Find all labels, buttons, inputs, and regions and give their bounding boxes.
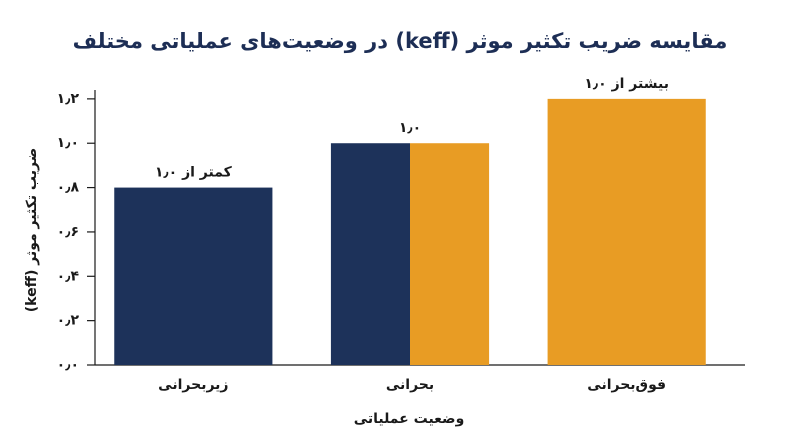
bar-annotation: ۱٫۰ (399, 120, 421, 136)
bar (410, 143, 490, 365)
y-tick-label: ۰٫۲ (57, 313, 80, 329)
y-tick-label: ۰٫۴ (57, 268, 80, 284)
x-tick-label: فوق‌بحرانی (587, 377, 666, 393)
y-tick-label: ۰٫۰ (57, 357, 79, 373)
bar-annotation: بیشتر از ۱٫۰ (584, 76, 669, 92)
chart-title: مقایسه ضریب تکثیر موثر (keff) در وضعیت‌ه… (73, 29, 728, 53)
x-tick-label: زیربحرانی (158, 377, 228, 393)
y-tick-label: ۰٫۶ (57, 224, 79, 240)
y-axis-label: ضریب تکثیر موثر (keff) (24, 148, 40, 312)
x-axis-label: وضعیت عملیاتی (354, 411, 465, 427)
x-tick-label: بحرانی (386, 377, 434, 393)
y-tick-label: ۰٫۸ (57, 180, 80, 196)
y-tick-label: ۱٫۲ (57, 91, 80, 107)
bar (547, 98, 706, 365)
bar (114, 187, 273, 365)
y-tick-label: ۱٫۰ (57, 135, 79, 151)
bar (330, 143, 410, 365)
bar-annotation: کمتر از ۱٫۰ (155, 165, 233, 181)
